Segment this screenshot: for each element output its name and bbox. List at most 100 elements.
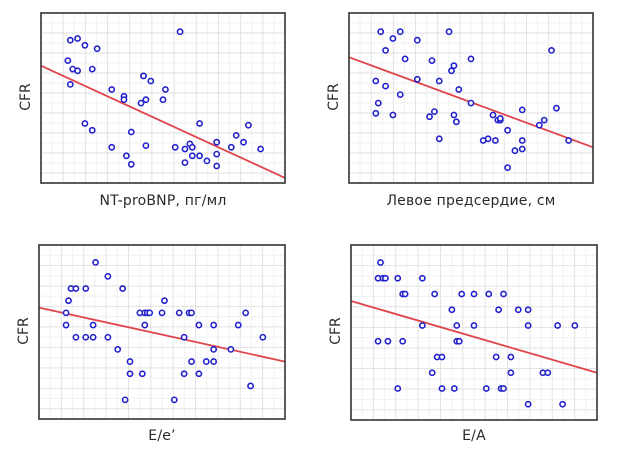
data-point — [438, 353, 446, 361]
data-point — [108, 143, 116, 151]
data-point — [554, 322, 562, 329]
data-point — [171, 143, 179, 151]
data-point — [452, 118, 460, 126]
data-point — [202, 358, 210, 365]
data-point — [140, 72, 147, 80]
data-point — [455, 337, 463, 345]
data-point — [377, 259, 384, 266]
data-point — [518, 106, 526, 114]
data-point — [181, 145, 189, 153]
data-point — [500, 290, 507, 298]
data-point — [232, 131, 240, 139]
data-point — [553, 104, 560, 112]
data-points — [374, 259, 579, 408]
data-point — [247, 382, 254, 390]
data-point — [524, 400, 532, 408]
data-point — [540, 116, 548, 124]
data-point — [81, 120, 89, 127]
data-point — [108, 86, 116, 93]
data-point — [162, 86, 169, 93]
data-point — [565, 137, 572, 144]
data-point — [62, 321, 70, 329]
data-point — [394, 385, 402, 392]
data-point — [65, 297, 72, 305]
x-axis-label: Левое предсердие, см — [386, 193, 556, 209]
data-point — [127, 128, 135, 136]
data-point — [142, 142, 150, 149]
data-point — [448, 67, 455, 75]
data-point — [72, 333, 80, 341]
data-point — [138, 370, 146, 378]
data-point — [435, 77, 443, 85]
data-point — [431, 290, 439, 298]
data-point — [82, 285, 90, 292]
scatter-plot-ntprobnp — [40, 12, 286, 184]
data-point — [170, 396, 178, 404]
data-point — [450, 62, 458, 70]
data-point — [559, 400, 566, 408]
data-point — [504, 126, 511, 134]
data-point — [394, 274, 402, 282]
data-point — [496, 115, 504, 122]
data-point — [259, 333, 267, 341]
data-point — [104, 272, 112, 280]
data-point — [213, 162, 221, 170]
data-point — [382, 274, 389, 282]
regression-line — [38, 306, 286, 363]
data-point — [401, 55, 409, 63]
data-point — [158, 309, 166, 317]
data-point — [413, 75, 421, 83]
data-point — [470, 322, 478, 329]
data-point — [426, 113, 433, 121]
data-point — [413, 36, 421, 44]
data-point — [495, 306, 502, 314]
data-point — [196, 152, 203, 160]
data-point — [88, 65, 96, 73]
data-point — [203, 157, 211, 165]
data-point — [455, 86, 463, 93]
data-point — [374, 337, 382, 345]
data-point — [176, 28, 184, 36]
data-point — [453, 322, 461, 329]
data-point — [396, 91, 404, 98]
data-point — [389, 111, 397, 119]
data-point — [188, 309, 195, 317]
data-point — [374, 99, 382, 107]
x-axis-label: E/e’ — [148, 428, 176, 444]
data-point — [126, 370, 134, 378]
data-point — [114, 345, 122, 353]
data-point — [210, 345, 218, 353]
data-point — [66, 81, 74, 88]
plot-frame — [348, 12, 594, 184]
data-point — [196, 120, 203, 127]
data-point — [64, 57, 72, 64]
x-axis-label: NT-proBNP, пг/мл — [99, 193, 227, 209]
data-point — [123, 152, 130, 160]
data-point — [448, 306, 456, 314]
data-point — [195, 321, 203, 329]
data-point — [470, 290, 478, 298]
data-point — [382, 82, 389, 90]
data-point — [210, 358, 218, 365]
data-point — [180, 333, 188, 341]
data-point — [188, 358, 195, 365]
data-points — [64, 28, 264, 170]
data-point — [142, 96, 150, 104]
data-point — [430, 108, 438, 115]
data-point — [445, 28, 453, 36]
data-point — [82, 333, 90, 341]
data-point — [492, 353, 500, 361]
data-point — [74, 35, 81, 42]
data-points — [62, 258, 267, 404]
grid — [41, 13, 285, 183]
data-point — [121, 396, 129, 404]
data-point — [188, 143, 196, 151]
data-point — [548, 47, 555, 54]
data-point — [62, 309, 70, 317]
data-point — [524, 306, 532, 314]
data-point — [389, 35, 397, 42]
data-point — [227, 345, 235, 353]
data-point — [399, 337, 407, 345]
data-point — [507, 353, 515, 361]
